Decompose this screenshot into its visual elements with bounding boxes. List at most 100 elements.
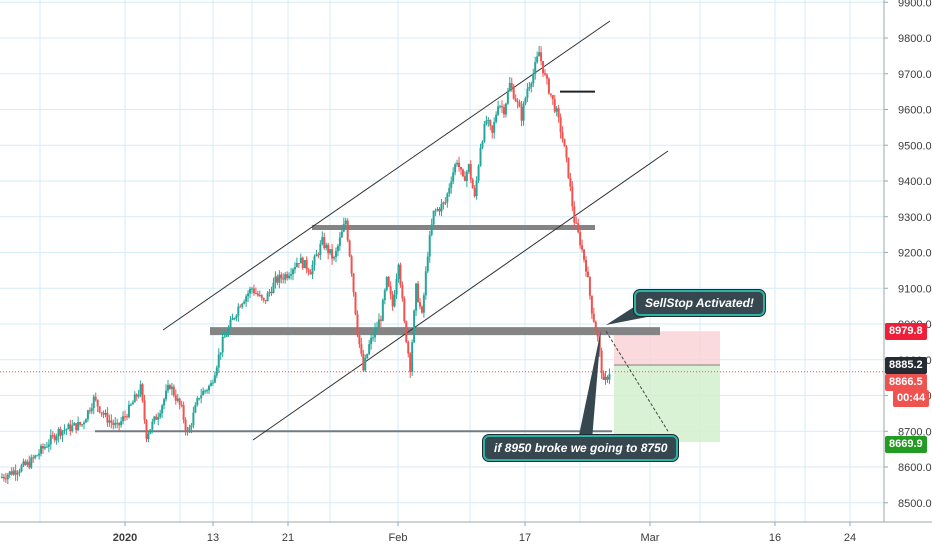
candle-body <box>440 203 443 212</box>
candle-body <box>571 186 574 207</box>
candle-body <box>596 330 599 337</box>
candle-body <box>479 147 482 166</box>
candle-body <box>459 167 462 170</box>
candle-body <box>309 272 312 275</box>
candle-body <box>411 342 414 372</box>
candle-body <box>264 299 267 302</box>
candle-body <box>40 445 43 454</box>
candle-body <box>219 352 222 355</box>
candle-body <box>534 62 537 74</box>
candle-body <box>413 310 416 343</box>
candle-body <box>397 264 400 279</box>
candle-body <box>327 244 330 254</box>
candle-body <box>235 315 238 319</box>
time-axis-bg <box>0 522 932 550</box>
candle-body <box>245 296 248 302</box>
candle-body <box>295 263 298 268</box>
candle-body <box>604 376 607 380</box>
candle-body <box>592 313 595 322</box>
candle-body <box>102 412 105 415</box>
candle-body <box>137 394 140 397</box>
candle-body <box>217 354 220 368</box>
time-tick-label: Feb <box>389 532 408 544</box>
candle-body <box>106 412 109 423</box>
candle-body <box>454 164 457 173</box>
candle-body <box>221 336 224 353</box>
candle-body <box>4 478 7 480</box>
price-tick-label: 8600.0 <box>898 462 932 474</box>
time-axis[interactable]: 2020 13 21 Feb 17 Mar 16 24 <box>0 521 932 550</box>
candle-body <box>311 264 314 275</box>
price-axis-bg <box>884 0 932 522</box>
candle-body <box>317 254 320 256</box>
candle-body <box>442 202 445 204</box>
candle-body <box>573 206 576 223</box>
candle-body <box>436 208 439 211</box>
candle-body <box>606 376 609 380</box>
candle-body <box>196 398 199 405</box>
candle-body <box>131 402 134 405</box>
candle-body <box>8 471 11 475</box>
candle-body <box>379 319 382 321</box>
candle-body <box>143 400 146 421</box>
horizontal-levels <box>95 90 660 433</box>
candle-body <box>508 83 511 92</box>
candle-body <box>250 288 253 290</box>
candle-body <box>577 223 580 233</box>
candle-body <box>522 103 525 121</box>
candle-body <box>108 420 111 423</box>
candle-body <box>249 288 252 294</box>
price-axis[interactable]: 8500.08600.08700.08800.08900.09000.09100… <box>883 0 932 522</box>
candle-body <box>149 429 152 434</box>
candle-body <box>20 465 23 472</box>
candle-body <box>229 319 232 328</box>
candle-body <box>141 384 144 401</box>
price-badge: 8866.5 <box>885 374 927 391</box>
candle-body <box>104 412 107 415</box>
candle-body <box>247 293 250 297</box>
candle-body <box>514 98 517 102</box>
candle-body <box>420 306 423 313</box>
candle-body <box>477 165 480 181</box>
candle-body <box>77 421 80 431</box>
candle-body <box>252 288 255 294</box>
candle-body <box>98 406 101 413</box>
candle-body <box>340 231 343 238</box>
candle-body <box>124 416 127 418</box>
candle-body <box>551 95 554 100</box>
candle-body <box>405 321 408 343</box>
candle-body <box>172 386 175 396</box>
candle-body <box>184 419 187 431</box>
candle-body <box>258 294 261 296</box>
candle-body <box>583 249 586 260</box>
price-tick-label: 9700.0 <box>898 69 932 81</box>
chart-grid <box>0 0 884 522</box>
candle-body <box>209 383 212 386</box>
candle-body <box>497 106 500 115</box>
candle-body <box>254 293 257 295</box>
candle-body <box>491 125 494 133</box>
time-tick-label: 2020 <box>113 532 137 544</box>
price-tick-label: 9600.0 <box>898 105 932 117</box>
candle-body <box>438 208 441 212</box>
candle-body <box>182 405 185 420</box>
candle-body <box>18 471 21 473</box>
candle-body <box>125 416 128 418</box>
candle-body <box>188 427 191 433</box>
candle-body <box>374 328 377 338</box>
candle-body <box>231 318 234 320</box>
candle-body <box>483 123 486 142</box>
candle-body <box>579 232 582 246</box>
candle-body <box>159 413 162 418</box>
candle-body <box>81 424 84 426</box>
candle-body <box>16 472 19 475</box>
candle-body <box>395 278 398 295</box>
candle-body <box>49 435 52 445</box>
candle-body <box>512 87 515 99</box>
candle-body <box>450 181 453 188</box>
candle-body <box>581 245 584 250</box>
candle-body <box>36 455 39 457</box>
candle-body <box>594 321 597 331</box>
candle-body <box>342 224 345 232</box>
